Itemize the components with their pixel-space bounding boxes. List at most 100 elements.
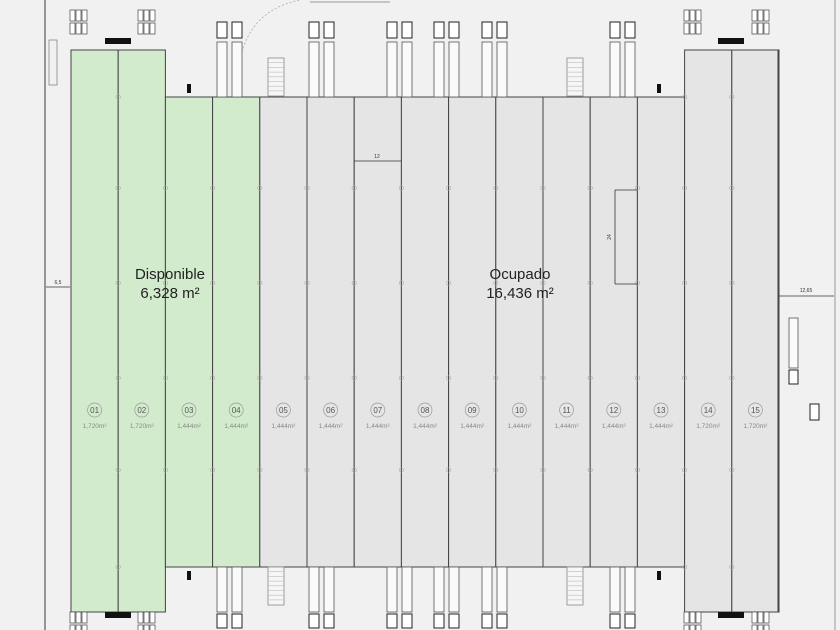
column-marker (446, 467, 452, 473)
truck-icon (401, 21, 413, 98)
column-marker (115, 375, 121, 381)
truck-icon (308, 566, 320, 629)
bay-number-badge (559, 402, 574, 418)
truck-icon (323, 21, 335, 98)
bay-number: 15 (751, 406, 760, 415)
column-marker (493, 375, 499, 381)
column-marker (587, 375, 593, 381)
column-marker (257, 185, 263, 191)
bay-08: 08 1,444m² (398, 96, 450, 568)
bay-12: 12 1,444m² (587, 96, 638, 568)
parking-space (751, 9, 758, 22)
truck-icon (448, 21, 460, 98)
bay-10: 10 1,444m² (493, 96, 544, 568)
truck-cab (624, 613, 636, 629)
column-marker (162, 375, 168, 381)
truck-icon (609, 566, 621, 629)
truck-trailer (609, 41, 621, 98)
ramp-icon (267, 566, 285, 606)
loading-docks (69, 9, 820, 630)
parking-icon (751, 611, 770, 630)
parking-space (683, 611, 690, 624)
column-marker (587, 185, 593, 191)
truck-cab (788, 369, 799, 385)
site-outline (44, 0, 836, 630)
bay-number: 02 (137, 406, 146, 415)
truck-cab (386, 613, 398, 629)
bay-area (70, 49, 119, 613)
column-marker (634, 280, 640, 286)
truck-trailer (216, 41, 228, 98)
bay-number-badge (464, 402, 480, 418)
bay-number: 12 (609, 406, 618, 415)
column-marker (493, 467, 499, 473)
truck-trailer (448, 566, 460, 613)
truck-cab (609, 21, 621, 39)
gate-icon (105, 612, 131, 618)
bay-area (731, 49, 780, 613)
column-marker (682, 185, 688, 191)
guardhouse-icon (187, 84, 191, 93)
ramp-icon (267, 57, 285, 97)
column-marker (729, 185, 735, 191)
column-marker (729, 94, 735, 100)
parking-space (137, 624, 144, 630)
parking-icon (751, 9, 770, 35)
parking-space (143, 9, 150, 22)
truck-cab (216, 613, 228, 629)
right-setback-dimension: 12,65 (800, 288, 813, 294)
available-area: 6,328 m² (140, 285, 199, 302)
column-marker (729, 564, 735, 570)
bay-number: 04 (232, 406, 241, 415)
truck-cab (481, 613, 493, 629)
bay-number-badge (228, 402, 244, 418)
truck-trailer (386, 566, 398, 613)
column-marker (682, 94, 688, 100)
truck-icon (481, 21, 493, 98)
bay-07: 07 1,444m² (351, 96, 402, 568)
truck-icon (308, 21, 320, 98)
column-marker (540, 375, 546, 381)
bay-number-badge (370, 402, 386, 418)
bay-area (495, 96, 544, 568)
column-marker (493, 280, 499, 286)
truck-icon (481, 566, 493, 629)
column-marker (304, 467, 310, 473)
column-marker (446, 185, 452, 191)
bay-number: 14 (704, 406, 713, 415)
bay-area-label: 1,444m² (649, 423, 674, 430)
bay-area-label: 1,444m² (177, 423, 202, 430)
truck-trailer (609, 566, 621, 613)
occupied-label: Ocupado (490, 266, 551, 283)
column-marker (162, 185, 168, 191)
bay-number-badge (417, 402, 433, 418)
truck-cab (401, 21, 413, 39)
truck-trailer (433, 41, 445, 98)
parking-space (69, 611, 76, 624)
bay-number: 08 (421, 406, 430, 415)
parking-space (81, 611, 88, 624)
bay-area (306, 96, 355, 568)
truck-cab (481, 21, 493, 39)
bay-11: 11 1,444m² (540, 96, 591, 568)
truck-cab (308, 613, 320, 629)
bay-number: 06 (326, 406, 335, 415)
truck-icon (609, 21, 621, 98)
column-marker (115, 185, 121, 191)
parking-icon (137, 9, 156, 35)
bay-number-badge (134, 402, 150, 418)
parking-icon (137, 611, 156, 630)
parking-space (751, 611, 758, 624)
bay-number: 13 (657, 406, 666, 415)
column-marker (398, 280, 404, 286)
truck-icon (496, 21, 508, 98)
bay-05: 05 1,444m² (257, 96, 308, 568)
column-marker (398, 185, 404, 191)
column-marker (587, 467, 593, 473)
bay-number-badge (181, 402, 197, 418)
column-marker (351, 185, 357, 191)
bay-number-badge (653, 402, 669, 418)
parking-space (683, 9, 690, 22)
truck-icon (216, 566, 228, 629)
bay-area-label: 1,720m² (743, 423, 768, 430)
